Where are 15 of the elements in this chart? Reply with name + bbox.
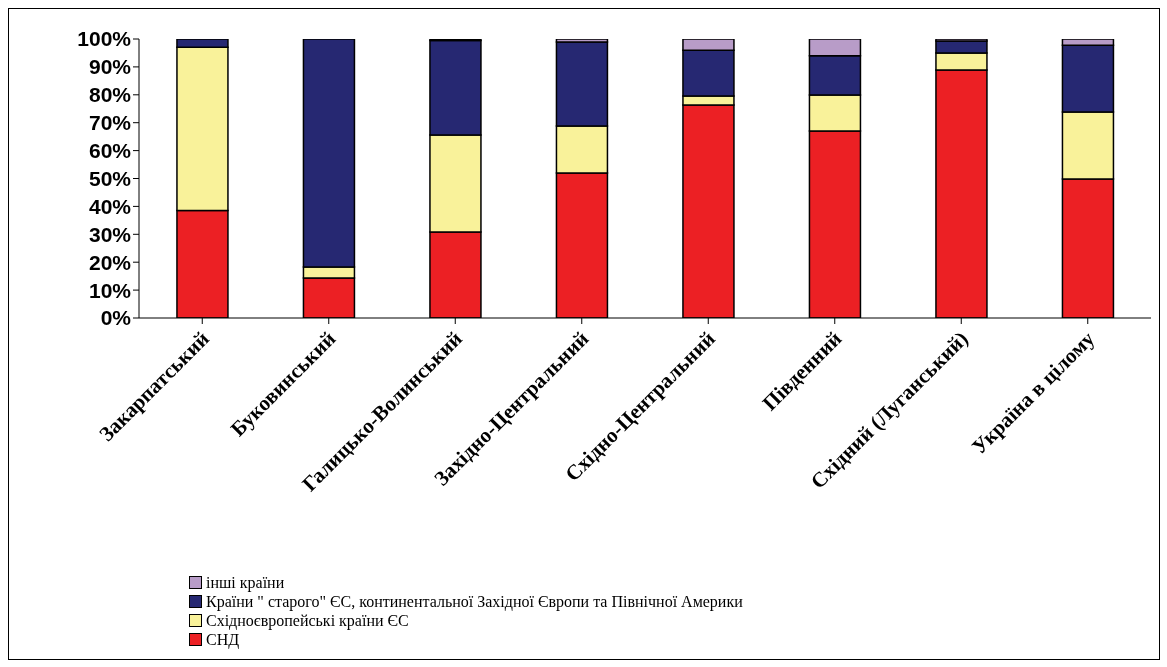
y-tick-label: 80% [88, 83, 132, 107]
y-tick-label: 20% [88, 250, 132, 274]
y-tick-label: 30% [88, 222, 132, 246]
legend-label: СНД [206, 630, 240, 649]
y-tick-label: 40% [88, 194, 132, 218]
legend-label: Східноєвропейські країни ЄС [206, 611, 409, 630]
y-tick-label: 100% [77, 27, 132, 51]
y-tick-label: 60% [88, 139, 132, 163]
legend-label: Країни " старого" ЄС, континентальної Західної Європи та Північної Америки [206, 592, 743, 611]
y-tick-label: 10% [88, 278, 132, 302]
y-tick-label: 90% [88, 55, 132, 79]
legend-label: інші країни [206, 573, 285, 592]
y-tick-label: 50% [88, 166, 132, 190]
y-tick-label: 0% [100, 306, 132, 330]
y-tick-label: 70% [88, 111, 132, 135]
